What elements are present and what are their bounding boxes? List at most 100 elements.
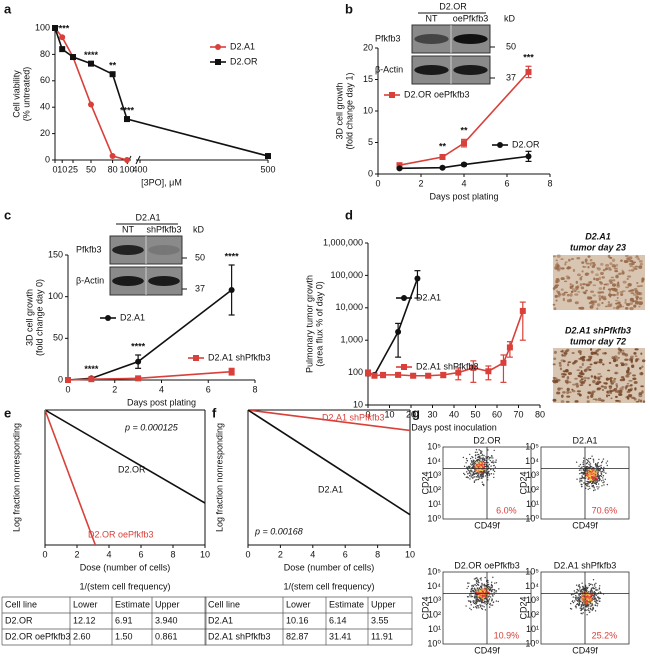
event-dense	[591, 469, 594, 471]
event	[472, 471, 475, 474]
legend-marker	[215, 44, 221, 50]
event-dense	[595, 477, 598, 480]
cell	[630, 259, 634, 263]
y-axis-label: 3D cell growth	[24, 289, 34, 346]
event	[476, 474, 479, 477]
cell	[625, 396, 628, 399]
event	[482, 457, 484, 459]
x-axis-label: Dose (number of cells)	[80, 562, 171, 572]
panel-label: b	[345, 1, 353, 16]
event-dense	[589, 470, 592, 473]
event	[591, 485, 593, 487]
event	[578, 604, 581, 606]
cell	[578, 306, 581, 310]
event	[479, 598, 482, 600]
cell	[638, 394, 643, 398]
cell	[616, 284, 620, 288]
y-tick-label: 100	[348, 367, 363, 377]
blot-unit: kD	[504, 13, 516, 23]
event	[475, 595, 478, 598]
flow-y-label: CD24	[518, 596, 528, 619]
point	[525, 68, 532, 75]
cell	[612, 279, 616, 282]
event	[582, 460, 585, 462]
event	[585, 586, 588, 589]
event	[588, 605, 590, 607]
annotation: ****	[84, 364, 99, 374]
point	[365, 369, 371, 376]
event	[598, 458, 600, 461]
annotation: **	[109, 61, 117, 71]
event	[476, 460, 479, 462]
flow-tick-label: 10⁵	[427, 441, 441, 451]
event	[581, 582, 583, 584]
point	[425, 372, 432, 379]
event	[581, 480, 583, 482]
event	[590, 608, 592, 611]
legend-marker	[215, 59, 221, 65]
cell	[566, 293, 570, 297]
point	[461, 161, 467, 168]
cell	[639, 262, 643, 266]
y-tick-label: 10,000	[335, 302, 363, 312]
event	[606, 483, 609, 486]
event	[488, 598, 491, 600]
lane-label: oePfkfb3	[453, 13, 489, 23]
event	[490, 581, 493, 584]
table-header: Lower	[73, 599, 98, 609]
cell	[579, 384, 584, 387]
cell	[640, 371, 643, 376]
flow-title: D2.A1	[572, 435, 597, 445]
event	[582, 463, 585, 466]
table-cell: D2.A1 shPfkfb3	[208, 631, 271, 641]
event	[475, 448, 478, 451]
event-dense	[478, 593, 481, 596]
x-tick-label: 40	[449, 409, 459, 419]
cell	[556, 378, 561, 382]
event	[469, 457, 472, 460]
point	[439, 164, 446, 171]
legend-label: D2.A1	[230, 41, 255, 51]
event-dense	[593, 473, 595, 476]
event	[583, 482, 585, 484]
event	[594, 610, 597, 612]
table-cell: 1.50	[115, 631, 133, 641]
event	[602, 477, 604, 479]
cell	[610, 287, 615, 291]
cell	[609, 256, 613, 259]
point	[109, 71, 116, 78]
event	[602, 475, 605, 477]
cell	[606, 390, 611, 394]
event	[582, 461, 584, 464]
event-dense	[476, 472, 479, 474]
panel-label: a	[4, 1, 12, 16]
cell	[562, 369, 567, 373]
event-dense	[588, 594, 591, 597]
y-tick-label: 100,000	[330, 270, 363, 280]
event	[597, 603, 599, 605]
event	[477, 478, 480, 481]
legend-label: D2.A1 shPfkfb3	[322, 412, 385, 422]
cell	[597, 373, 602, 375]
x-tick-label: 10	[384, 409, 394, 419]
event	[575, 584, 578, 586]
event	[476, 577, 478, 579]
event	[599, 478, 601, 480]
annotation: ****	[84, 50, 99, 60]
cell	[587, 296, 592, 300]
event	[471, 463, 474, 465]
blot-row-label: β-Actin	[375, 64, 403, 74]
event	[594, 489, 596, 491]
x-tick-label: 2	[112, 384, 117, 394]
event	[468, 596, 470, 598]
cell	[588, 383, 592, 387]
event-dense	[587, 599, 590, 602]
cell	[557, 294, 561, 298]
cell	[629, 299, 634, 302]
event	[487, 599, 489, 601]
event	[587, 609, 589, 611]
event	[468, 469, 470, 472]
panel-label: g	[412, 405, 420, 420]
event	[475, 584, 477, 587]
